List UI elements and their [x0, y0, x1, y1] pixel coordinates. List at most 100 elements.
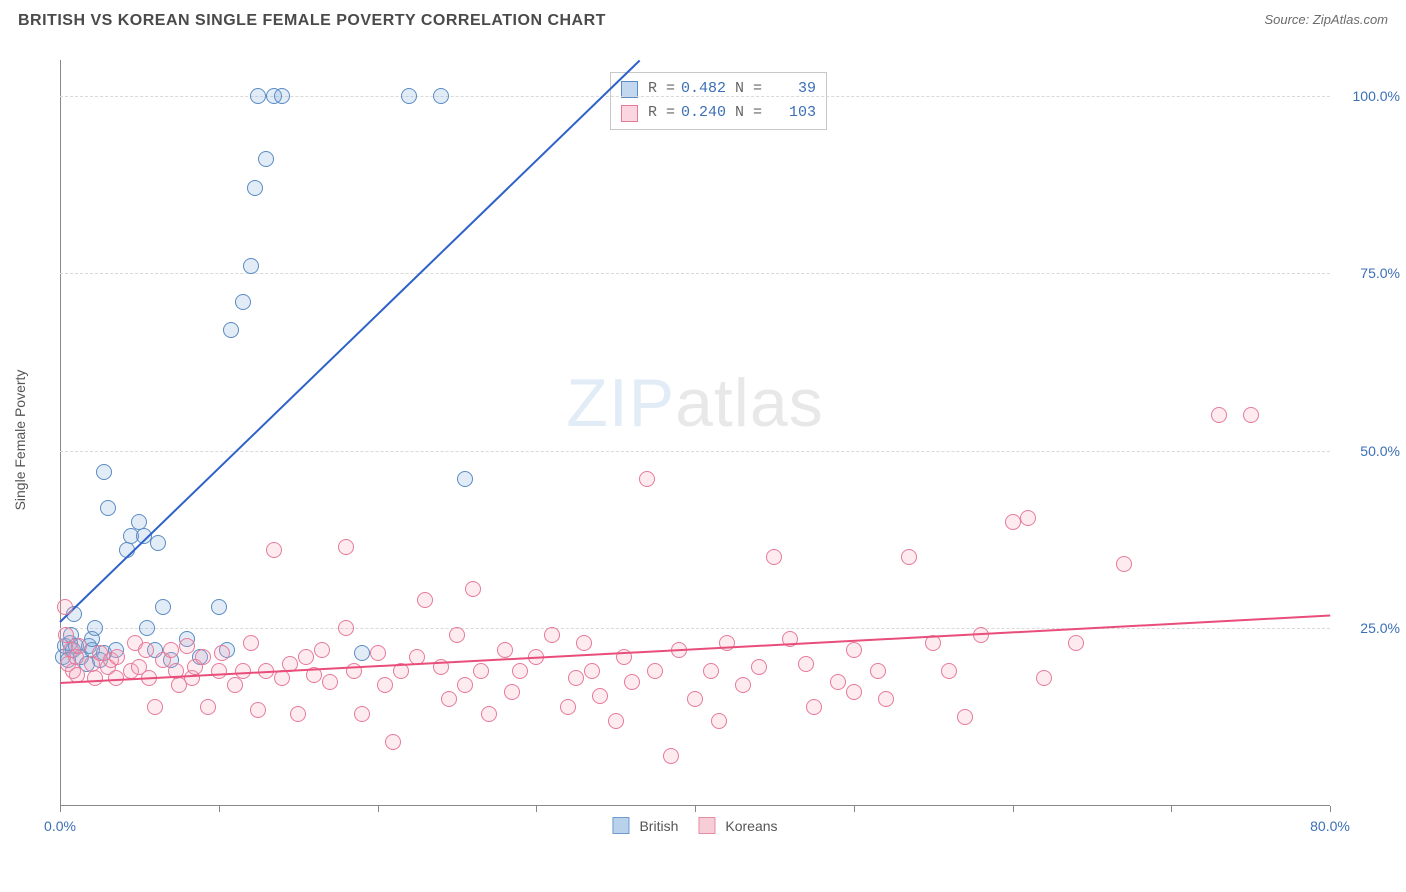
scatter-point [235, 294, 251, 310]
scatter-point [338, 539, 354, 555]
scatter-point [846, 642, 862, 658]
legend-swatch [621, 105, 638, 122]
scatter-point [441, 691, 457, 707]
scatter-point [830, 674, 846, 690]
scatter-point [155, 599, 171, 615]
scatter-point [370, 645, 386, 661]
y-tick-label: 75.0% [1340, 265, 1400, 281]
scatter-point [576, 635, 592, 651]
scatter-point [211, 599, 227, 615]
scatter-point [878, 691, 894, 707]
scatter-point [214, 645, 230, 661]
scatter-point [687, 691, 703, 707]
stat-r-label: R = [648, 101, 675, 125]
stat-n-label: N = [735, 77, 762, 101]
scatter-point [274, 670, 290, 686]
scatter-point [481, 706, 497, 722]
x-tick [219, 806, 220, 812]
scatter-point [504, 684, 520, 700]
scatter-point [1036, 670, 1052, 686]
scatter-point [870, 663, 886, 679]
scatter-point [354, 706, 370, 722]
scatter-point [1211, 407, 1227, 423]
scatter-point [735, 677, 751, 693]
scatter-point [417, 592, 433, 608]
x-tick [1013, 806, 1014, 812]
scatter-point [703, 663, 719, 679]
scatter-point [290, 706, 306, 722]
scatter-point [901, 549, 917, 565]
stat-r-value: 0.482 [681, 77, 729, 101]
x-tick [60, 806, 61, 812]
scatter-point [57, 599, 73, 615]
x-tick [1171, 806, 1172, 812]
legend-item: British [612, 817, 678, 834]
scatter-point [624, 674, 640, 690]
scatter-point [1020, 510, 1036, 526]
scatter-point [544, 627, 560, 643]
scatter-point [497, 642, 513, 658]
scatter-point [243, 258, 259, 274]
scatter-point [250, 88, 266, 104]
scatter-point [314, 642, 330, 658]
scatter-point [473, 663, 489, 679]
stats-row: R = 0.482N = 39 [621, 77, 816, 101]
y-tick-label: 25.0% [1340, 620, 1400, 636]
scatter-point [584, 663, 600, 679]
scatter-point [179, 638, 195, 654]
scatter-point [401, 88, 417, 104]
scatter-point [1068, 635, 1084, 651]
scatter-point [957, 709, 973, 725]
chart-container: Single Female Poverty ZIPatlas R = 0.482… [40, 50, 1388, 830]
scatter-point [223, 322, 239, 338]
scatter-point [195, 649, 211, 665]
scatter-point [560, 699, 576, 715]
stats-legend-box: R = 0.482N = 39R = 0.240N = 103 [610, 72, 827, 130]
scatter-point [250, 702, 266, 718]
scatter-point [243, 635, 259, 651]
stat-r-value: 0.240 [681, 101, 729, 125]
scatter-point [109, 649, 125, 665]
scatter-point [96, 464, 112, 480]
x-tick-label: 0.0% [44, 818, 76, 834]
x-tick [1330, 806, 1331, 812]
scatter-point [608, 713, 624, 729]
source-label: Source: ZipAtlas.com [1264, 12, 1388, 27]
scatter-point [846, 684, 862, 700]
x-tick [378, 806, 379, 812]
scatter-point [1116, 556, 1132, 572]
scatter-point [385, 734, 401, 750]
stat-r-label: R = [648, 77, 675, 101]
trend-line [59, 60, 640, 623]
scatter-point [1005, 514, 1021, 530]
scatter-point [973, 627, 989, 643]
scatter-point [457, 677, 473, 693]
scatter-point [568, 670, 584, 686]
legend-label: Koreans [725, 818, 777, 834]
scatter-point [806, 699, 822, 715]
watermark: ZIPatlas [566, 364, 823, 442]
scatter-point [139, 620, 155, 636]
scatter-point [266, 542, 282, 558]
y-tick-label: 50.0% [1340, 443, 1400, 459]
scatter-point [647, 663, 663, 679]
scatter-point [147, 699, 163, 715]
watermark-atlas: atlas [675, 365, 824, 441]
scatter-point [592, 688, 608, 704]
scatter-point [71, 638, 87, 654]
y-axis [60, 60, 61, 806]
stat-n-value: 103 [768, 101, 816, 125]
legend-item: Koreans [698, 817, 777, 834]
scatter-point [138, 642, 154, 658]
scatter-point [163, 642, 179, 658]
y-tick-label: 100.0% [1340, 88, 1400, 104]
stat-n-label: N = [735, 101, 762, 125]
scatter-point [298, 649, 314, 665]
scatter-point [711, 713, 727, 729]
scatter-point [766, 549, 782, 565]
gridline-h [60, 628, 1330, 629]
scatter-point [258, 151, 274, 167]
scatter-point [227, 677, 243, 693]
scatter-point [354, 645, 370, 661]
scatter-point [449, 627, 465, 643]
